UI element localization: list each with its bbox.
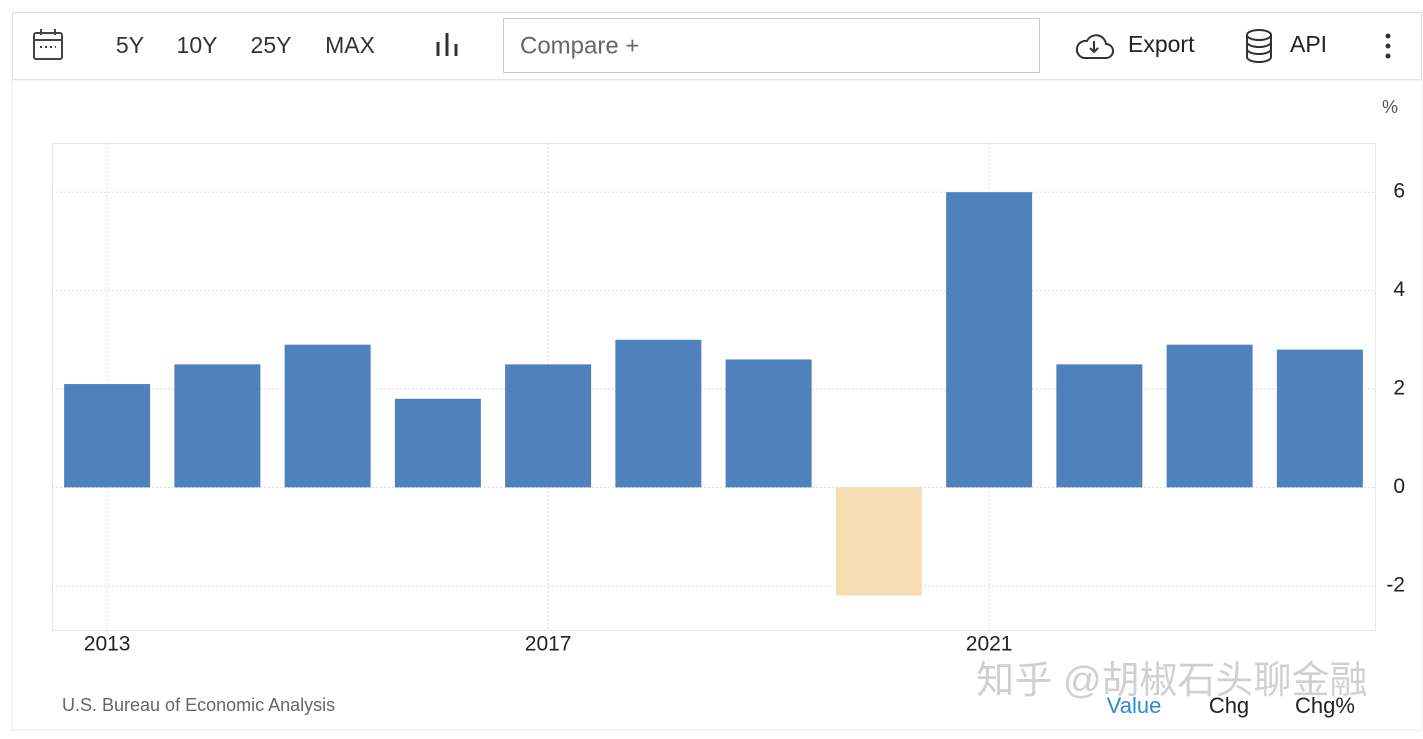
tab[interactable]: Chg% <box>1295 693 1355 718</box>
api-icon[interactable] <box>1246 29 1272 63</box>
export-button[interactable]: Export <box>1128 31 1195 57</box>
y-unit: % <box>1382 97 1398 117</box>
y-tick-label: 6 <box>1393 180 1405 203</box>
watermark: 知乎 @胡椒石头聊金融 <box>976 660 1367 702</box>
range-button[interactable]: 10Y <box>177 32 218 58</box>
range-button[interactable]: MAX <box>325 32 375 58</box>
bar <box>1056 364 1143 488</box>
calendar-icon[interactable] <box>33 29 63 60</box>
bar <box>1166 344 1253 488</box>
y-tick-label: -2 <box>1386 573 1405 596</box>
bar <box>835 487 922 596</box>
chart-type-icon[interactable] <box>436 33 458 56</box>
compare-input[interactable] <box>503 18 1040 73</box>
bar <box>505 364 592 488</box>
bar <box>174 364 261 488</box>
export-icon[interactable] <box>1075 34 1114 59</box>
bar <box>284 344 371 488</box>
plot-area <box>52 143 1376 631</box>
x-tick-label: 2021 <box>966 633 1013 656</box>
y-tick-label: 2 <box>1393 377 1405 400</box>
bar <box>725 359 812 488</box>
api-button[interactable]: API <box>1290 31 1327 57</box>
bar <box>946 192 1033 488</box>
y-tick-label: 4 <box>1393 278 1405 301</box>
tab[interactable]: Value <box>1107 693 1162 718</box>
bar <box>394 398 481 488</box>
y-tick-label: 0 <box>1393 475 1405 498</box>
plot: -2 0 2 4 6 2013 2017 2021 <box>52 143 1405 656</box>
range-button[interactable]: 25Y <box>251 32 292 58</box>
menu-icon[interactable] <box>1385 33 1391 59</box>
x-tick-label: 2013 <box>84 633 131 656</box>
bar <box>64 384 151 488</box>
range-button[interactable]: 5Y <box>116 32 144 58</box>
chart-panel <box>11 79 1423 731</box>
tab[interactable]: Chg <box>1209 693 1249 718</box>
x-tick-label: 2017 <box>525 633 572 656</box>
bar <box>615 339 702 488</box>
compare-placeholder[interactable]: Compare + <box>520 32 639 59</box>
source: U.S. Bureau of Economic Analysis <box>62 695 335 715</box>
bar <box>1276 349 1363 488</box>
